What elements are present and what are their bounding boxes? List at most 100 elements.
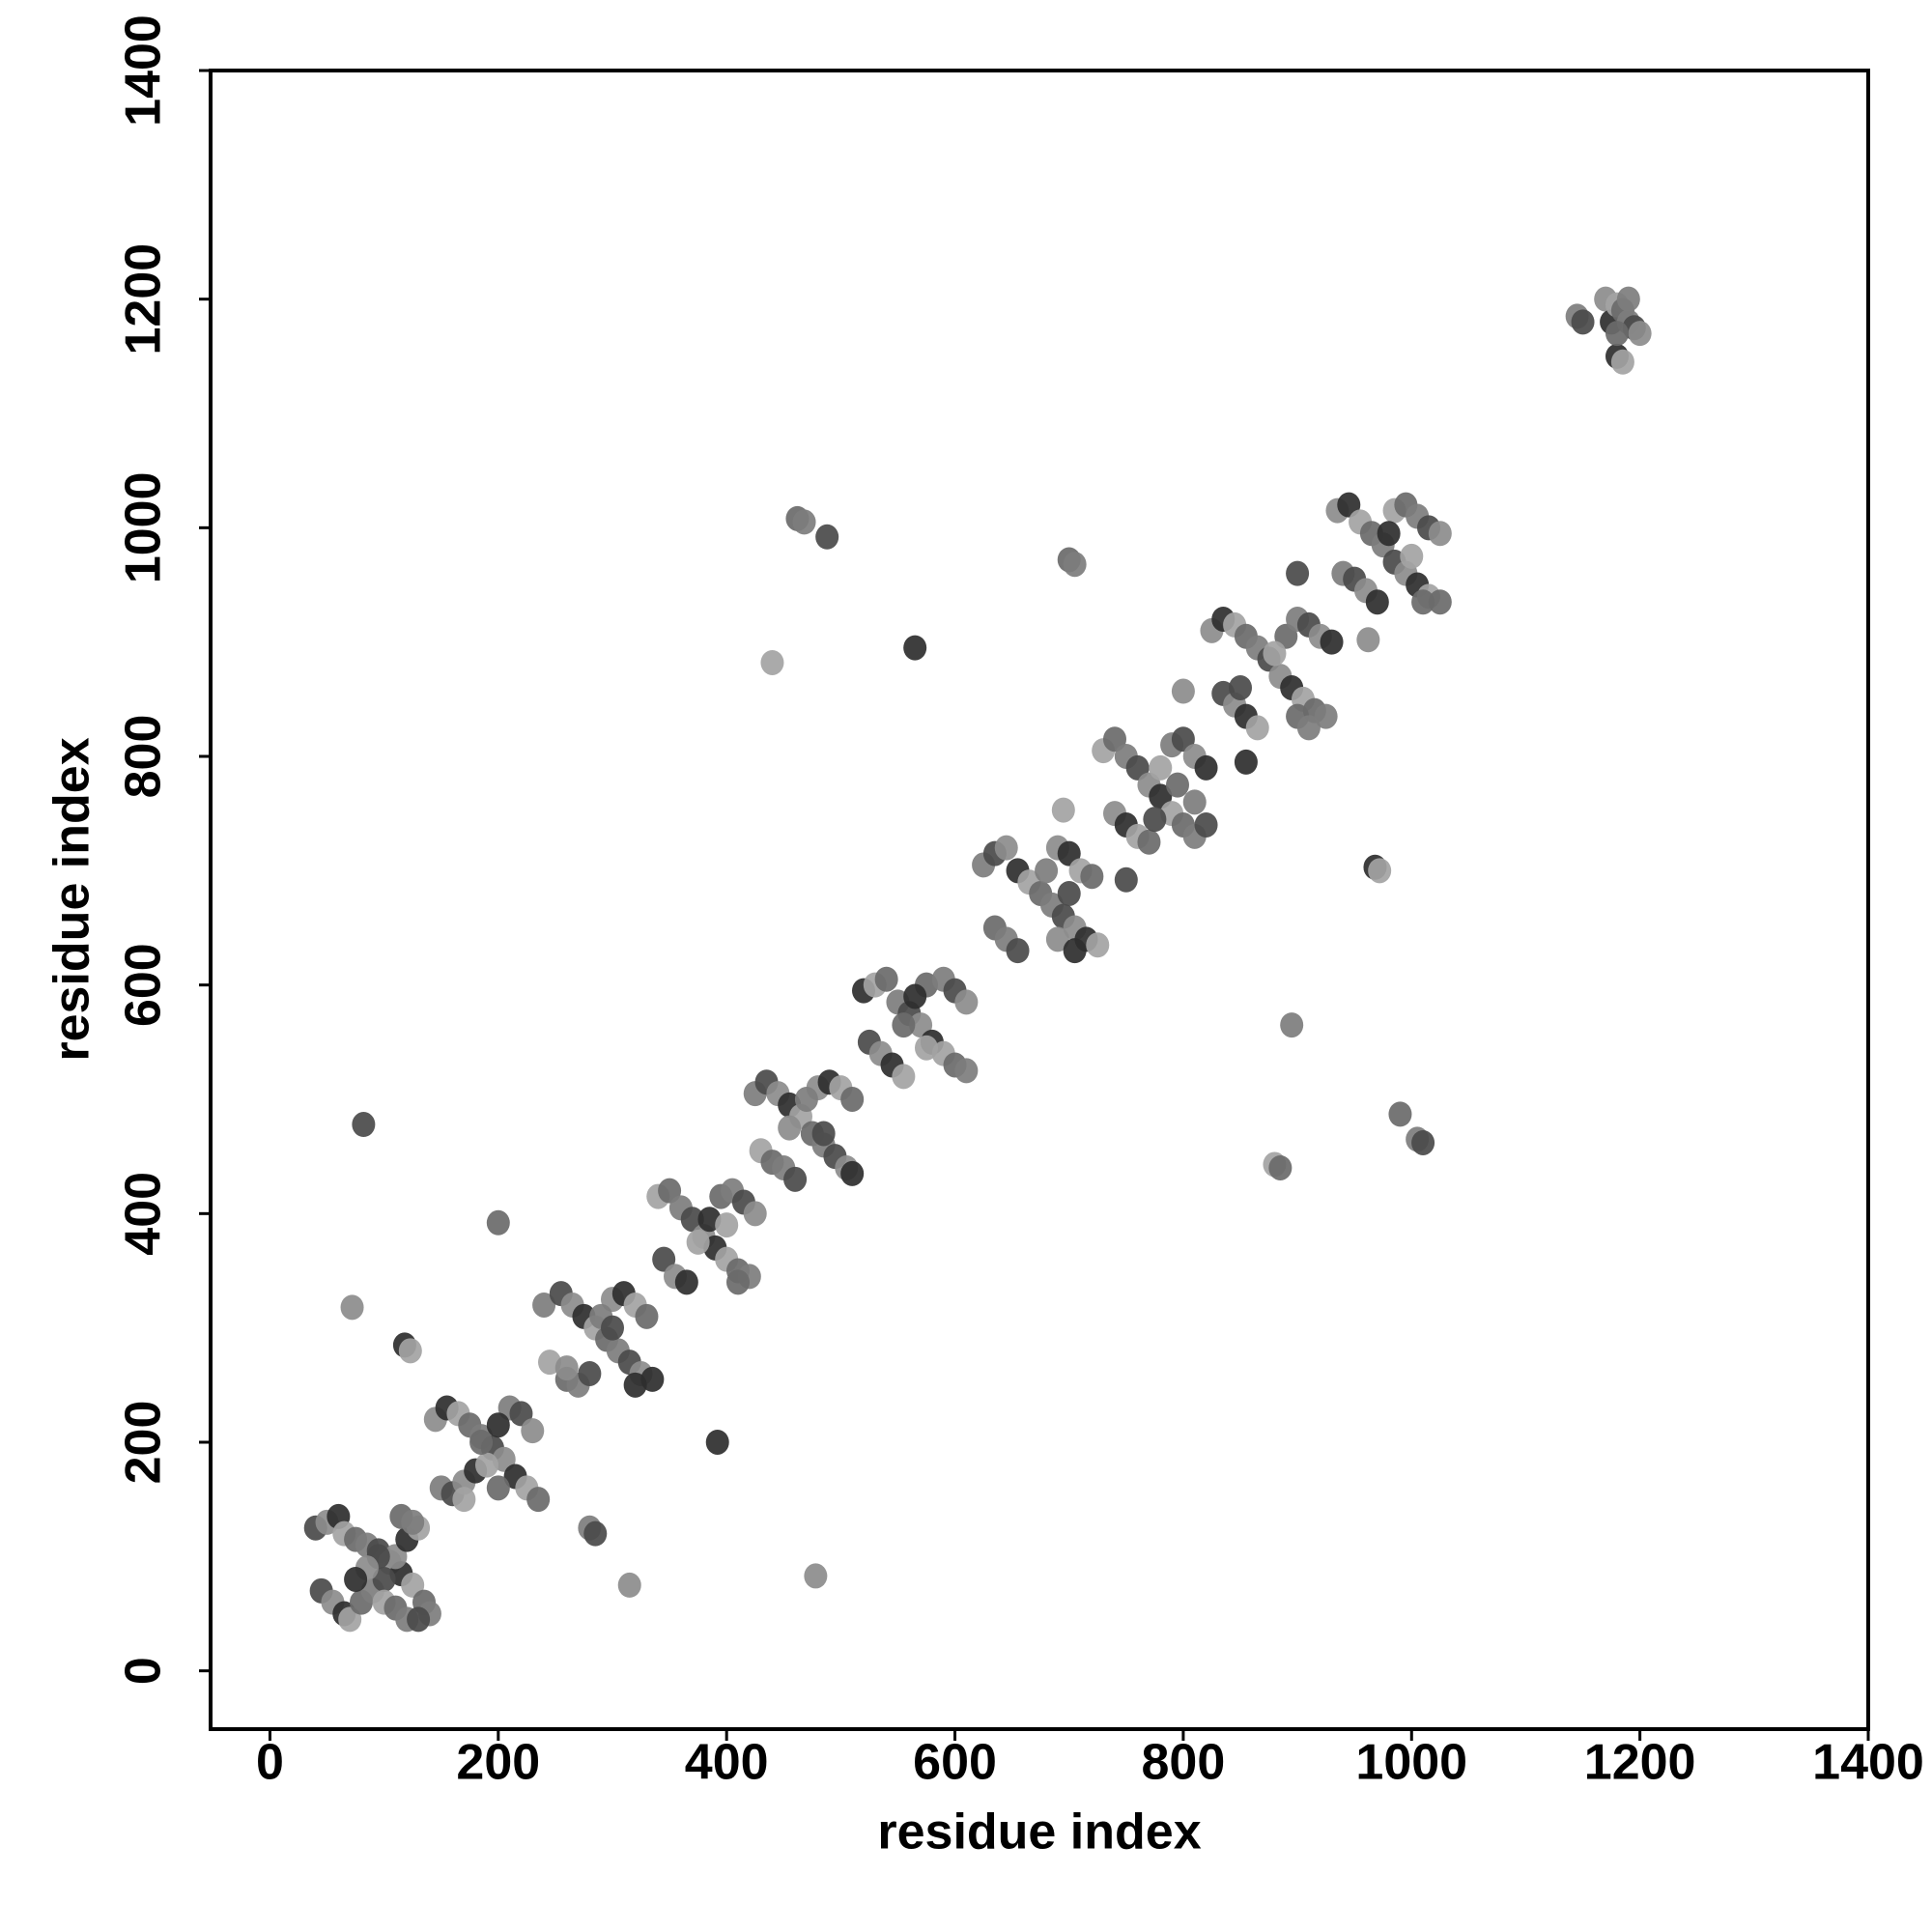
point: [815, 524, 839, 550]
point: [1171, 678, 1195, 704]
point: [1143, 807, 1167, 833]
point: [532, 1292, 556, 1318]
y-tick-label: 200: [116, 1401, 172, 1485]
point: [407, 1606, 431, 1633]
point: [1063, 552, 1087, 578]
point: [352, 1112, 376, 1138]
point: [486, 1412, 510, 1438]
point: [1365, 589, 1389, 615]
point: [1286, 560, 1310, 586]
point: [954, 1058, 979, 1084]
point: [1296, 715, 1321, 741]
point: [1263, 640, 1287, 667]
point: [840, 1086, 865, 1112]
point: [340, 1294, 364, 1321]
point: [1137, 829, 1161, 855]
x-tick-label: 1000: [1355, 1735, 1467, 1791]
point: [578, 1360, 602, 1386]
y-tick-label: 1400: [116, 14, 172, 127]
point: [1428, 589, 1452, 615]
point: [1234, 749, 1258, 775]
point: [1194, 754, 1218, 781]
point: [469, 1429, 494, 1455]
point: [1229, 674, 1252, 700]
x-tick-label: 1200: [1584, 1735, 1696, 1791]
point: [994, 835, 1018, 861]
points: [303, 286, 1652, 1633]
point: [635, 1303, 659, 1329]
y-tick-label: 0: [116, 1657, 172, 1685]
point: [760, 649, 784, 675]
point: [804, 1563, 828, 1589]
point: [1182, 789, 1207, 815]
point: [526, 1487, 551, 1513]
point: [1080, 864, 1104, 890]
x-tick-label: 400: [685, 1735, 769, 1791]
point: [892, 1012, 916, 1038]
point: [1057, 880, 1081, 906]
point: [372, 1566, 396, 1592]
point: [1051, 797, 1075, 823]
x-tick-label: 0: [256, 1735, 284, 1791]
point: [1571, 309, 1595, 335]
y-tick-label: 400: [116, 1172, 172, 1256]
x-tick-label: 800: [1142, 1735, 1226, 1791]
point: [840, 1160, 865, 1186]
point: [1388, 1101, 1412, 1127]
point: [1114, 867, 1138, 893]
point: [792, 509, 816, 535]
point: [601, 1315, 624, 1341]
point: [1628, 321, 1652, 347]
point: [398, 1338, 422, 1364]
point: [778, 1115, 802, 1141]
point: [1320, 629, 1344, 655]
point: [617, 1572, 641, 1598]
y-tick-label: 1200: [116, 243, 172, 355]
point: [1377, 521, 1401, 547]
point: [954, 989, 979, 1015]
x-tick-label: 1400: [1812, 1735, 1924, 1791]
point: [674, 1269, 698, 1295]
x-tick-label: 600: [913, 1735, 997, 1791]
x-axis-label: residue index: [877, 1804, 1201, 1861]
plot-frame: [209, 69, 1870, 1731]
point: [1411, 589, 1435, 615]
y-axis-label: residue index: [44, 737, 100, 1061]
point: [726, 1269, 750, 1295]
point: [1616, 286, 1640, 312]
point: [686, 1229, 710, 1255]
point: [1428, 521, 1452, 547]
point: [486, 1475, 510, 1501]
point: [486, 1209, 510, 1236]
point: [452, 1487, 476, 1513]
point: [1268, 1154, 1293, 1180]
point: [903, 635, 927, 661]
point: [743, 1201, 767, 1227]
point: [1411, 1129, 1435, 1155]
point: [344, 1566, 368, 1592]
point: [1166, 772, 1189, 798]
point: [1356, 627, 1380, 653]
point: [903, 983, 927, 1009]
point: [401, 1509, 425, 1535]
point: [794, 1086, 818, 1112]
point: [1035, 858, 1059, 884]
point: [1314, 703, 1338, 729]
point: [915, 1035, 938, 1061]
point: [1610, 349, 1634, 375]
point: [521, 1418, 545, 1444]
point: [811, 1121, 836, 1147]
point: [623, 1372, 647, 1398]
point: [1045, 926, 1069, 952]
point: [705, 1429, 729, 1455]
y-tick-label: 800: [116, 715, 172, 799]
point: [1280, 1012, 1304, 1038]
point: [1063, 938, 1087, 964]
point: [1368, 858, 1392, 884]
point: [874, 966, 898, 992]
point: [1006, 938, 1030, 964]
point: [1194, 811, 1218, 838]
point: [1245, 715, 1269, 741]
